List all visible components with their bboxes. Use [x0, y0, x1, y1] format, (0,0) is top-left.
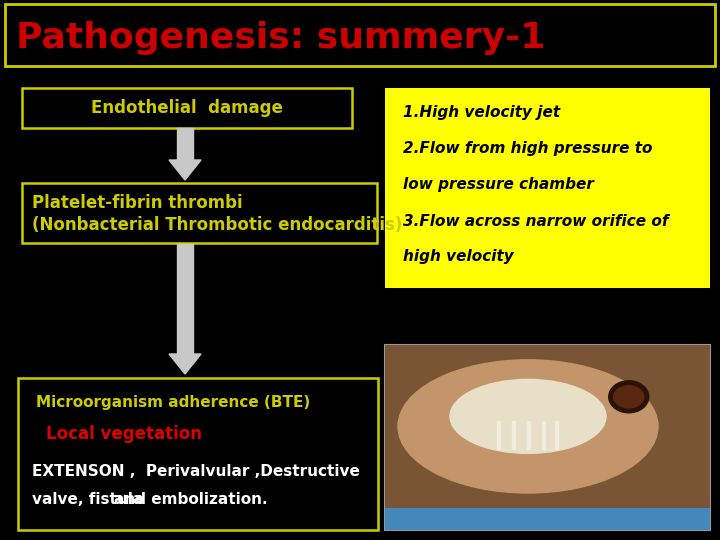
Text: EXTENSON ,  Perivalvular ,Destructive: EXTENSON , Perivalvular ,Destructive: [32, 464, 360, 480]
Text: 2.Flow from high pressure to: 2.Flow from high pressure to: [403, 141, 652, 157]
FancyBboxPatch shape: [5, 4, 715, 66]
Text: Endothelial  damage: Endothelial damage: [91, 99, 283, 117]
Text: Microorganism adherence (BTE): Microorganism adherence (BTE): [36, 395, 310, 409]
FancyBboxPatch shape: [22, 88, 352, 128]
Text: (Nonbacterial Thrombotic endocarditis): (Nonbacterial Thrombotic endocarditis): [32, 216, 402, 234]
Text: Pathogenesis: summery-1: Pathogenesis: summery-1: [16, 21, 545, 55]
Ellipse shape: [398, 360, 658, 493]
Text: high velocity: high velocity: [403, 249, 514, 265]
Text: Local vegetation: Local vegetation: [46, 425, 202, 443]
FancyBboxPatch shape: [385, 508, 710, 530]
FancyArrow shape: [497, 421, 500, 449]
Text: 3.Flow across narrow orifice of: 3.Flow across narrow orifice of: [403, 213, 668, 228]
FancyArrow shape: [169, 354, 201, 374]
FancyBboxPatch shape: [385, 345, 710, 530]
FancyArrow shape: [177, 244, 193, 354]
FancyBboxPatch shape: [385, 88, 710, 288]
Ellipse shape: [450, 380, 606, 454]
FancyArrow shape: [169, 160, 201, 180]
FancyArrow shape: [526, 421, 529, 449]
Text: Platelet-fibrin thrombi: Platelet-fibrin thrombi: [32, 194, 243, 212]
Text: low pressure chamber: low pressure chamber: [403, 178, 594, 192]
FancyBboxPatch shape: [385, 345, 710, 530]
FancyArrow shape: [511, 421, 515, 449]
Text: and embolization.: and embolization.: [114, 492, 268, 508]
FancyBboxPatch shape: [22, 183, 377, 243]
Text: 1.High velocity jet: 1.High velocity jet: [403, 105, 560, 120]
FancyArrow shape: [554, 421, 557, 449]
FancyBboxPatch shape: [18, 378, 378, 530]
Text: valve, fistula: valve, fistula: [32, 492, 148, 508]
Ellipse shape: [613, 386, 644, 408]
FancyArrow shape: [541, 421, 544, 449]
FancyArrow shape: [177, 128, 193, 160]
Ellipse shape: [608, 381, 649, 413]
